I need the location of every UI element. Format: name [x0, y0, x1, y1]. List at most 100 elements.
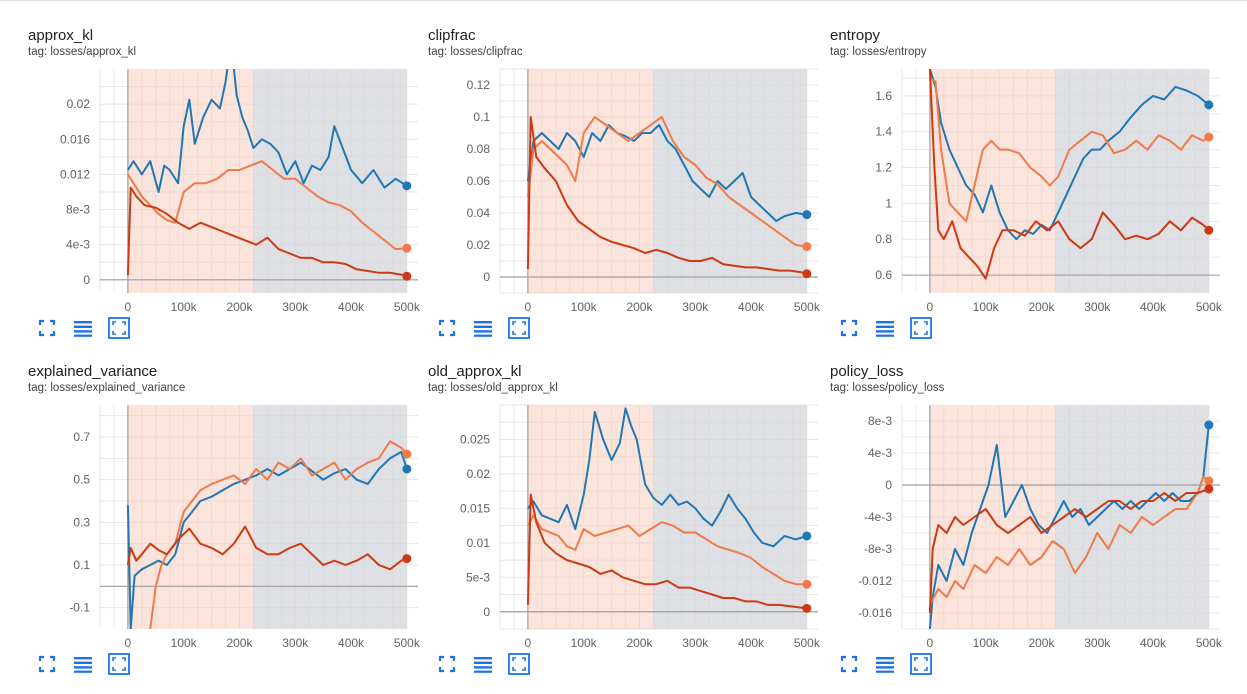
x-tick-label: 200k: [226, 300, 253, 314]
y-tick-label: 0.1: [473, 110, 490, 124]
fit-domain-icon[interactable]: [838, 653, 860, 675]
y-tick-label: 1.6: [875, 89, 892, 103]
y-tick-label: 0: [483, 605, 490, 619]
fit-domain-icon[interactable]: [436, 317, 458, 339]
x-tick-label: 200k: [626, 300, 653, 314]
chart-toolbar: [36, 653, 130, 675]
toggle-log-icon[interactable]: [72, 317, 94, 339]
toggle-log-icon[interactable]: [472, 317, 494, 339]
chart-policy-loss[interactable]: -0.016 -0.012 -8e-3 -4e-3 0 4e-3 8e-3 0 100k 200k…: [830, 399, 1230, 669]
series-line-blue: [928, 424, 1210, 629]
y-tick-label: 4e-3: [66, 238, 90, 252]
expand-chart-icon[interactable]: [508, 317, 530, 339]
y-tick-label: 1: [885, 196, 892, 210]
y-tick-label: 0.01: [467, 536, 491, 550]
series-end-point-red: [802, 269, 812, 279]
x-tick-label: 300k: [682, 300, 709, 314]
y-tick-label: 0.6: [875, 268, 892, 282]
x-tick-label: 0: [525, 300, 532, 314]
y-tick-label: 0.015: [460, 501, 490, 515]
chart-card-approx-kl: approx_kl tag: losses/approx_kl 0 4e-3 8e-…: [28, 27, 428, 357]
y-tick-label: 4e-3: [868, 446, 892, 460]
series-end-point-orange: [1204, 476, 1214, 486]
expand-chart-icon[interactable]: [108, 317, 130, 339]
toggle-log-icon[interactable]: [72, 653, 94, 675]
series-end-point-orange: [802, 242, 812, 252]
chart-title: clipfrac: [428, 27, 476, 44]
series-end-point-orange: [1204, 132, 1214, 142]
expand-chart-icon[interactable]: [910, 653, 932, 675]
x-tick-label: 200k: [626, 636, 653, 650]
y-tick-label: 0.1: [73, 558, 90, 572]
y-tick-label: 0.016: [60, 132, 90, 146]
x-tick-label: 100k: [571, 300, 598, 314]
expand-chart-icon[interactable]: [108, 653, 130, 675]
chart-clipfrac[interactable]: 0 0.02 0.04 0.06 0.08 0.1 0.12 0 100k 200k 300k 400…: [428, 63, 828, 333]
series-end-point-orange: [802, 579, 812, 589]
x-tick-label: 300k: [282, 300, 309, 314]
raw-band-orange: [527, 405, 807, 629]
y-tick-label: -0.016: [858, 606, 892, 620]
x-tick-label: 400k: [1140, 636, 1167, 650]
expand-chart-icon[interactable]: [910, 317, 932, 339]
series-line-red: [126, 525, 408, 571]
x-tick-label: 100k: [973, 300, 1000, 314]
series-line-red: [526, 493, 807, 610]
toggle-log-icon[interactable]: [874, 653, 896, 675]
raw-data-band: [527, 69, 807, 293]
fit-domain-icon[interactable]: [436, 653, 458, 675]
chart-tag: tag: losses/explained_variance: [28, 382, 186, 394]
chart-tag: tag: losses/entropy: [830, 46, 927, 58]
x-tick-label: 300k: [1084, 636, 1111, 650]
series-line-red: [126, 186, 408, 278]
series-end-point-red: [1204, 225, 1214, 235]
chart-toolbar: [838, 653, 932, 675]
y-tick-label: -4e-3: [864, 510, 892, 524]
chart-tag: tag: losses/policy_loss: [830, 382, 945, 394]
y-tick-label: 0.02: [467, 238, 491, 252]
raw-band-blue: [1055, 405, 1209, 629]
chart-title: policy_loss: [830, 363, 904, 380]
series-line-blue: [928, 69, 1210, 241]
y-tick-label: -8e-3: [864, 542, 892, 556]
chart-card-clipfrac: clipfrac tag: losses/clipfrac 0 0.02 0.04 0…: [428, 27, 828, 357]
toggle-log-icon[interactable]: [874, 317, 896, 339]
chart-entropy[interactable]: 0.6 0.8 1 1.2 1.4 1.6 0 100k 200k 300k 400k 500k: [830, 63, 1230, 333]
x-tick-label: 0: [525, 636, 532, 650]
y-tick-label: 0.7: [73, 430, 90, 444]
x-tick-label: 300k: [682, 636, 709, 650]
x-tick-label: 200k: [1028, 300, 1055, 314]
fit-domain-icon[interactable]: [838, 317, 860, 339]
chart-old-approx-kl[interactable]: 0 5e-3 0.01 0.015 0.02 0.025 0 100k 200k 300k 400k…: [428, 399, 828, 669]
chart-card-explained-variance: explained_variance tag: losses/explained…: [28, 363, 428, 693]
raw-data-band: [929, 405, 1209, 629]
toggle-log-icon[interactable]: [472, 653, 494, 675]
chart-toolbar: [36, 317, 130, 339]
x-tick-label: 100k: [571, 636, 598, 650]
x-tick-label: 500k: [1196, 636, 1223, 650]
y-tick-label: 0.5: [73, 473, 90, 487]
series-end-point-blue: [402, 464, 412, 474]
x-tick-label: 0: [125, 636, 132, 650]
x-tick-label: 100k: [171, 300, 198, 314]
x-tick-label: 500k: [794, 636, 821, 650]
chart-title: approx_kl: [28, 27, 94, 44]
fit-domain-icon[interactable]: [36, 317, 58, 339]
raw-band-blue: [653, 69, 807, 293]
fit-domain-icon[interactable]: [36, 653, 58, 675]
x-tick-label: 100k: [171, 636, 198, 650]
y-tick-label: 0.12: [467, 78, 491, 92]
series-end-point-blue: [802, 210, 812, 220]
series-line-blue: [526, 124, 807, 222]
chart-approx-kl[interactable]: 0 4e-3 8e-3 0.012 0.016 0.02 0 100k 200k 300k 400k…: [28, 63, 428, 333]
series-line-orange: [526, 116, 807, 248]
x-tick-label: 500k: [1196, 300, 1223, 314]
series-end-point-red: [1204, 484, 1214, 494]
expand-chart-icon[interactable]: [508, 653, 530, 675]
chart-tag: tag: losses/old_approx_kl: [428, 382, 558, 394]
y-tick-label: 0.02: [67, 97, 91, 111]
chart-explained-variance[interactable]: -0.1 0.1 0.3 0.5 0.7 0 100k 200k 300k 400k 500k: [28, 399, 428, 669]
y-tick-label: 0.06: [467, 174, 491, 188]
raw-data-band: [929, 69, 1209, 293]
y-tick-label: 0.04: [467, 206, 491, 220]
